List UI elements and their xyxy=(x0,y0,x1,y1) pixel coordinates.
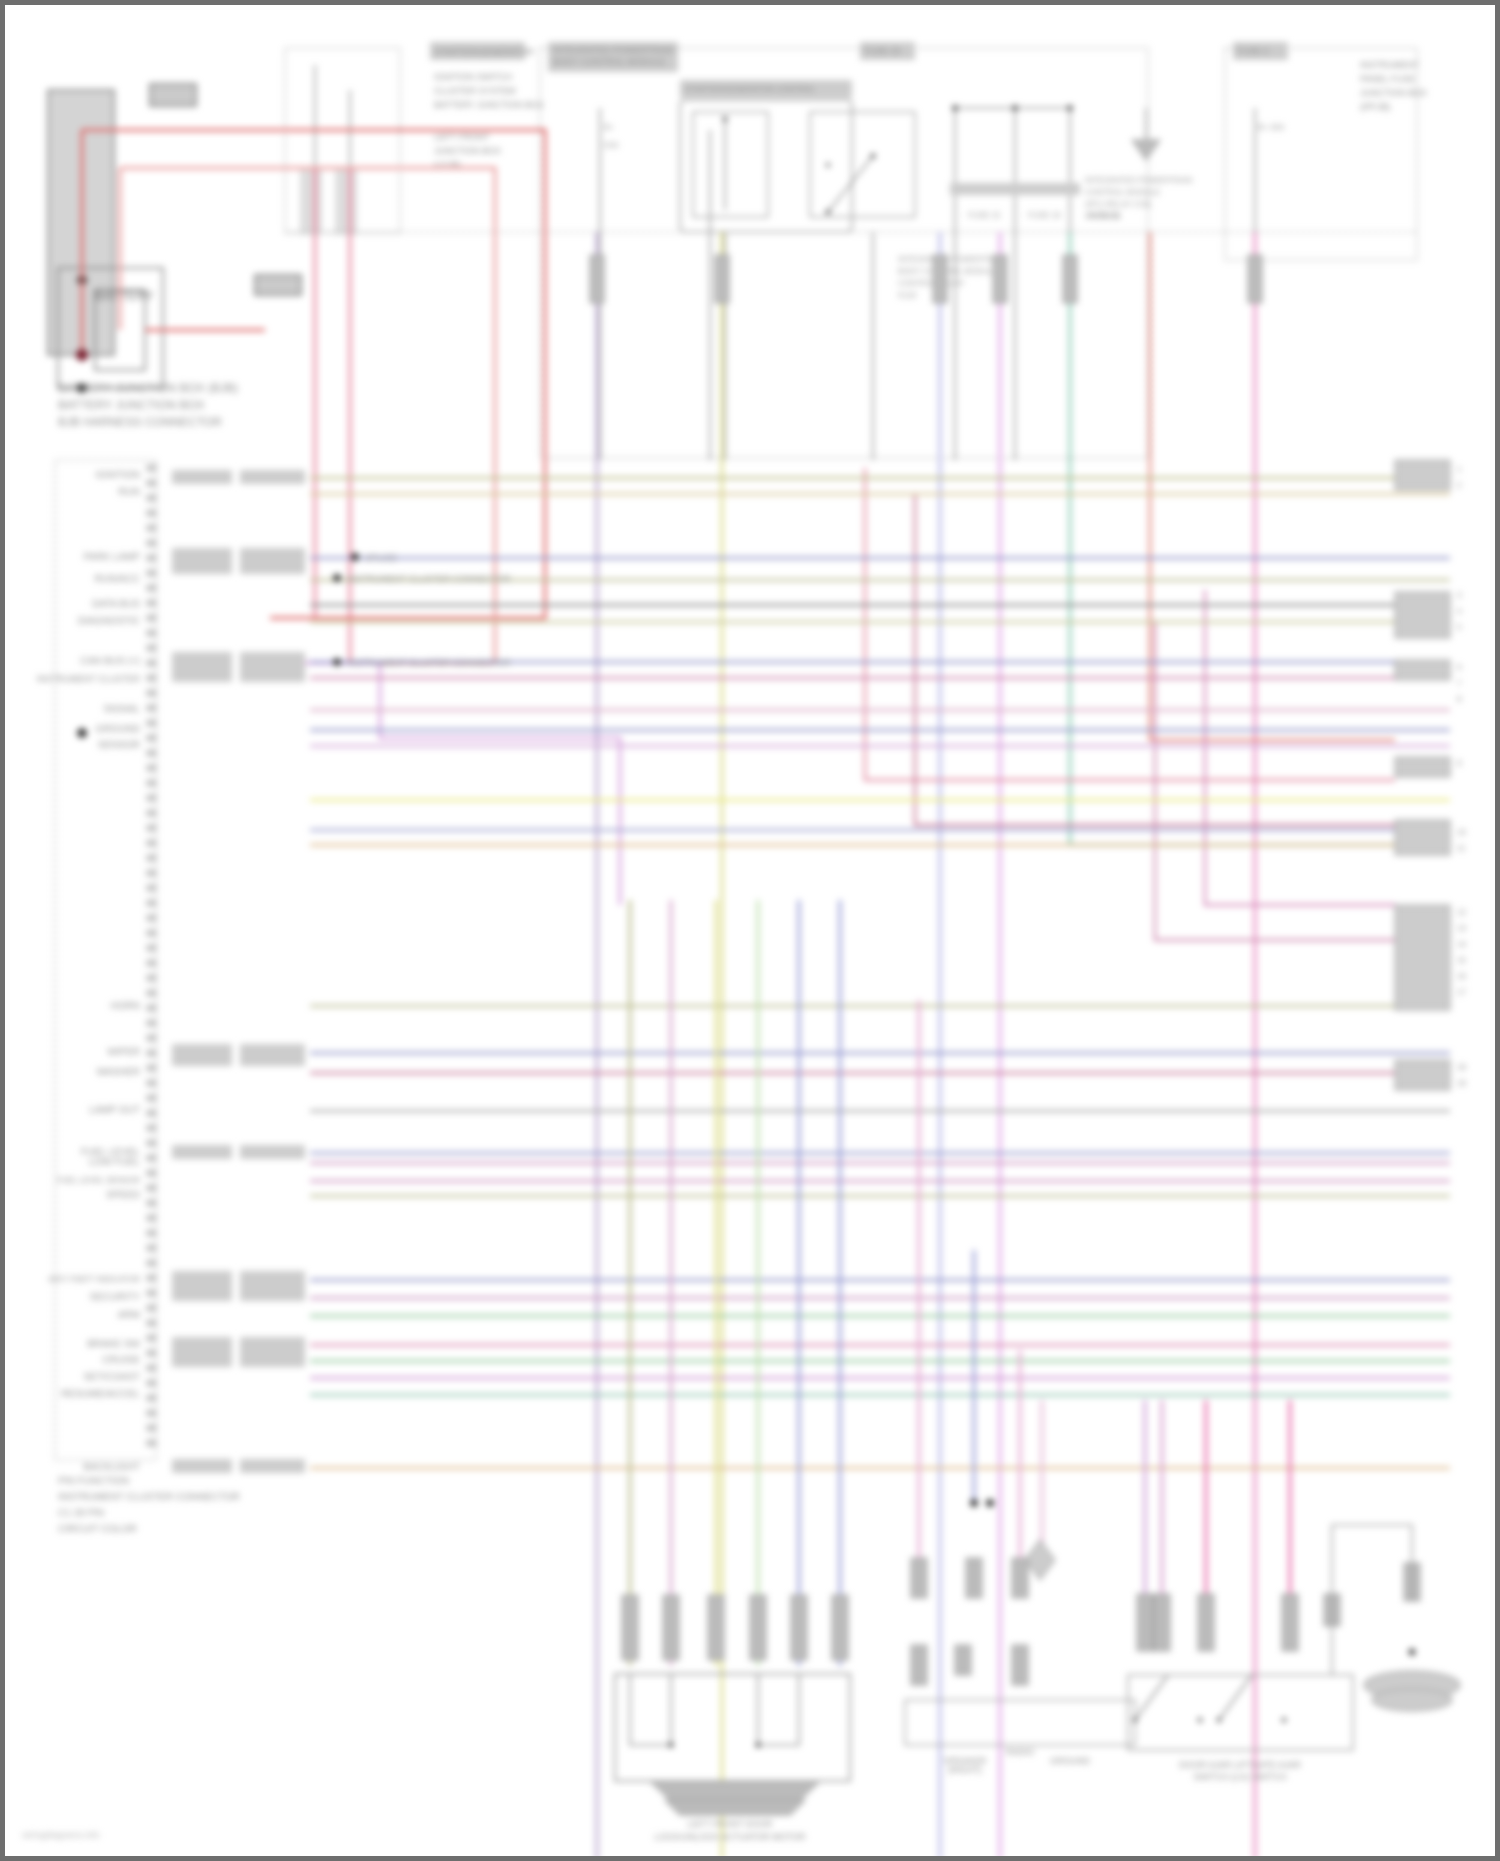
svg-text:BATTERY JUNCTION BOX: BATTERY JUNCTION BOX xyxy=(434,100,544,110)
svg-text:PARK LAMP: PARK LAMP xyxy=(84,552,141,563)
svg-text:ARM: ARM xyxy=(118,1310,140,1321)
svg-text:FUSE 2: FUSE 2 xyxy=(1237,46,1269,56)
svg-text:10: 10 xyxy=(1457,828,1466,837)
svg-text:BODY CONTROL MODULE: BODY CONTROL MODULE xyxy=(553,57,666,67)
svg-text:13: 13 xyxy=(1457,924,1466,933)
svg-text:12: 12 xyxy=(1457,908,1466,917)
svg-text:CONTROL MODULE: CONTROL MODULE xyxy=(1085,188,1160,197)
svg-text:LAMP OUT: LAMP OUT xyxy=(89,1105,140,1116)
svg-text:18: 18 xyxy=(1457,1063,1466,1072)
svg-text:11: 11 xyxy=(1457,844,1466,853)
svg-text:19: 19 xyxy=(1457,1079,1466,1088)
svg-text:CIRCUIT COLOR: CIRCUIT COLOR xyxy=(58,1524,137,1535)
svg-text:CONTROL RELAY: CONTROL RELAY xyxy=(898,279,965,288)
svg-text:IGNITION: IGNITION xyxy=(96,470,140,481)
svg-text:JUNCTION BOX: JUNCTION BOX xyxy=(1360,88,1427,98)
svg-text:FUSE 21: FUSE 21 xyxy=(1088,211,1121,220)
svg-text:15: 15 xyxy=(1457,956,1466,965)
svg-text:STARTER/GENERATOR CONTROL: STARTER/GENERATOR CONTROL xyxy=(685,85,816,94)
svg-text:INSTRUMENT CLUSTER CONNECTOR: INSTRUMENT CLUSTER CONNECTOR xyxy=(58,1492,240,1503)
svg-text:LEFT FRONT: LEFT FRONT xyxy=(434,132,490,142)
svg-text:BJB HARNESS CONNECTOR: BJB HARNESS CONNECTOR xyxy=(58,415,222,429)
svg-text:9: 9 xyxy=(1457,759,1462,768)
svg-text:INTEGRATED POWERTRAIN: INTEGRATED POWERTRAIN xyxy=(1085,176,1192,185)
svg-text:RESUME/ACCEL: RESUME/ACCEL xyxy=(61,1389,140,1400)
svg-text:GROUND: GROUND xyxy=(1050,1756,1090,1766)
svg-text:LEFT FRONT DOOR: LEFT FRONT DOOR xyxy=(688,1819,773,1829)
svg-text:IGN: IGN xyxy=(604,141,618,150)
svg-text:16: 16 xyxy=(1457,972,1466,981)
svg-text:SPEED: SPEED xyxy=(106,1190,140,1201)
svg-text:SIGNAL: SIGNAL xyxy=(103,704,140,715)
svg-text:INTEGRATED POWERTRAIN: INTEGRATED POWERTRAIN xyxy=(898,255,1005,264)
svg-text:DOOR AJAR LIFTGATE AJAR: DOOR AJAR LIFTGATE AJAR xyxy=(1179,1760,1301,1770)
svg-text:B+ 40A: B+ 40A xyxy=(1258,123,1285,132)
svg-text:INSTRUMENT CLUSTER: INSTRUMENT CLUSTER xyxy=(37,674,141,684)
svg-text:IGNITION SWITCH: IGNITION SWITCH xyxy=(434,72,512,82)
svg-text:14: 14 xyxy=(1457,940,1466,949)
svg-text:2: 2 xyxy=(1457,481,1462,490)
svg-text:LOCK/UNLOCK ACTUATOR MOTOR: LOCK/UNLOCK ACTUATOR MOTOR xyxy=(654,1832,806,1842)
svg-text:5: 5 xyxy=(1457,623,1462,632)
svg-text:(IPFJB): (IPFJB) xyxy=(1360,102,1391,112)
svg-text:K118: K118 xyxy=(898,291,917,300)
svg-text:17: 17 xyxy=(1457,988,1466,997)
svg-text:FUSE 23: FUSE 23 xyxy=(864,46,901,56)
svg-text:LOW FUEL: LOW FUEL xyxy=(89,1157,141,1168)
svg-text:3: 3 xyxy=(1457,591,1462,600)
svg-text:DATA BUS: DATA BUS xyxy=(92,599,140,610)
svg-text:INSTRUMENT CLUSTER CONNECTOR: INSTRUMENT CLUSTER CONNECTOR xyxy=(347,658,511,668)
svg-text:BRAKE SW: BRAKE SW xyxy=(87,1339,140,1350)
svg-text:CRUISE: CRUISE xyxy=(102,1355,140,1366)
svg-text:(IPC) RELAY COIL: (IPC) RELAY COIL xyxy=(1085,200,1153,209)
svg-text:8: 8 xyxy=(1457,695,1462,704)
svg-text:(RIGHT): (RIGHT) xyxy=(948,1765,982,1775)
svg-text:BATTERY: BATTERY xyxy=(95,288,154,303)
svg-text:SET/COAST: SET/COAST xyxy=(83,1372,140,1383)
svg-text:7: 7 xyxy=(1457,679,1462,688)
svg-text:DIAGNOSTIC: DIAGNOSTIC xyxy=(78,616,140,627)
svg-text:STARTER/GENERATOR: STARTER/GENERATOR xyxy=(434,47,534,57)
svg-text:BATTERY JUNCTION BOX (BJB): BATTERY JUNCTION BOX (BJB) xyxy=(58,381,238,395)
svg-text:FUSE 15: FUSE 15 xyxy=(968,211,1001,220)
svg-text:RADIO: RADIO xyxy=(1006,1747,1035,1757)
svg-text:JUNCTION BOX: JUNCTION BOX xyxy=(434,146,501,156)
svg-text:SWITCH (LH) SWITCH: SWITCH (LH) SWITCH xyxy=(1193,1772,1287,1782)
svg-text:PIN FUNCTION: PIN FUNCTION xyxy=(58,1476,129,1487)
svg-text:SPLICE: SPLICE xyxy=(365,553,397,563)
svg-text:GROUND: GROUND xyxy=(96,724,140,735)
svg-text:C1 28 PIN: C1 28 PIN xyxy=(58,1508,104,1519)
svg-text:1: 1 xyxy=(1457,465,1462,474)
svg-text:CLUSTER SYSTEM: CLUSTER SYSTEM xyxy=(434,86,516,96)
svg-text:WASHER: WASHER xyxy=(96,1067,140,1078)
svg-text:WIPER: WIPER xyxy=(107,1047,140,1058)
svg-text:CAN BUS (+): CAN BUS (+) xyxy=(80,656,140,667)
svg-text:wiringdiagrams.info: wiringdiagrams.info xyxy=(21,1830,100,1840)
svg-text:INSTRUMENT CLUSTER CONNECTOR: INSTRUMENT CLUSTER CONNECTOR xyxy=(347,574,511,584)
svg-text:HORN: HORN xyxy=(111,1001,140,1012)
svg-text:SECURITY: SECURITY xyxy=(89,1292,140,1303)
svg-text:BACKLIGHT: BACKLIGHT xyxy=(83,1462,140,1473)
svg-text:B+: B+ xyxy=(604,123,614,132)
svg-text:INSTRUMENT: INSTRUMENT xyxy=(1360,60,1419,70)
svg-text:BATTERY JUNCTION BOX: BATTERY JUNCTION BOX xyxy=(58,398,205,412)
svg-text:RUN: RUN xyxy=(118,487,140,498)
svg-text:SENSOR: SENSOR xyxy=(98,740,140,751)
svg-text:BODY CONTROL MODULE: BODY CONTROL MODULE xyxy=(898,267,998,276)
svg-text:FUEL LEVEL SENSOR: FUEL LEVEL SENSOR xyxy=(57,1176,140,1185)
svg-text:4: 4 xyxy=(1457,607,1462,616)
svg-text:PANEL FUSE: PANEL FUSE xyxy=(1360,74,1415,84)
svg-text:FUSE 19: FUSE 19 xyxy=(1028,211,1061,220)
svg-text:6: 6 xyxy=(1457,663,1462,672)
svg-text:INTEGRATED POWERTRAIN: INTEGRATED POWERTRAIN xyxy=(553,45,674,55)
svg-text:RUN/ACC: RUN/ACC xyxy=(94,574,140,585)
svg-text:ANTI-THEFT INDICATOR: ANTI-THEFT INDICATOR xyxy=(48,1275,140,1284)
